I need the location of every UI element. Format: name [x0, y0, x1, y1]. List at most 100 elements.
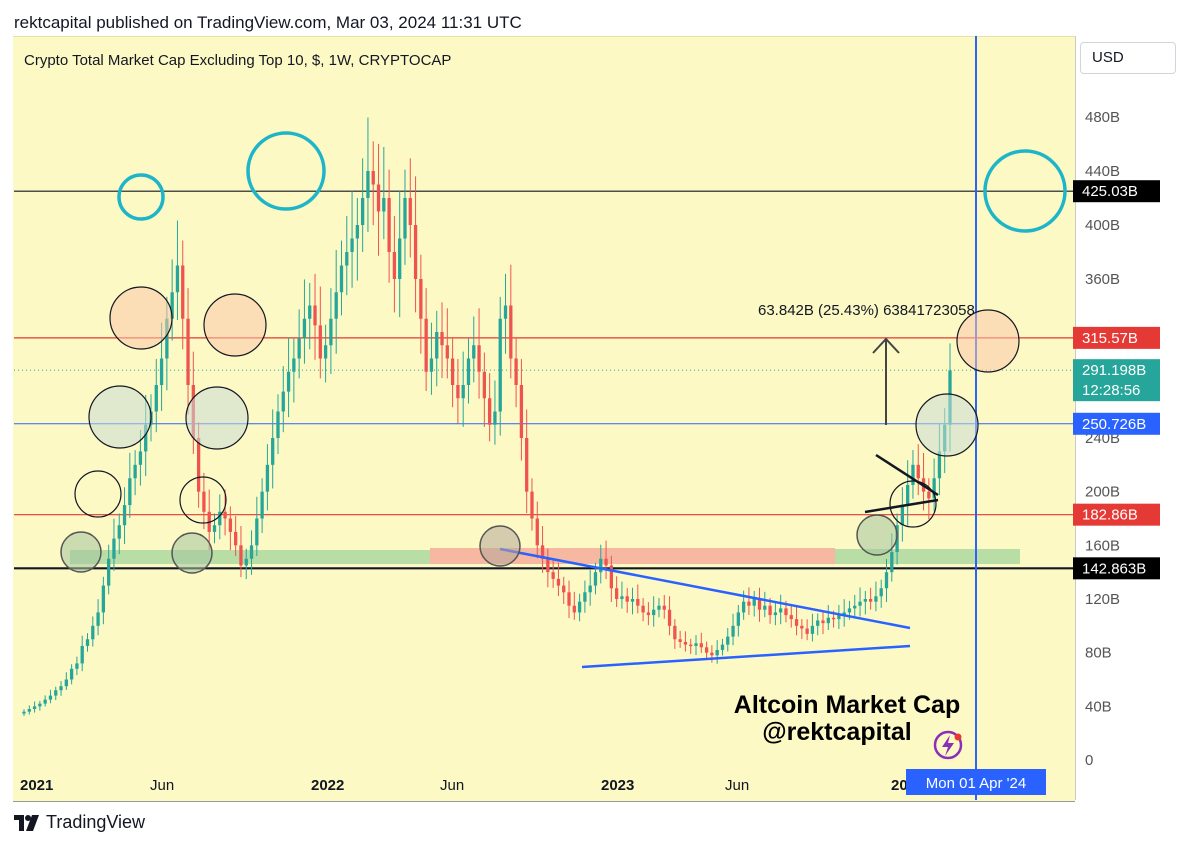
candle-body: [154, 385, 158, 412]
candle-body: [779, 608, 783, 613]
candle-body: [276, 411, 280, 438]
candle-body: [630, 599, 635, 602]
candle-body: [366, 171, 370, 198]
candle-body: [768, 605, 772, 616]
badge-182: 182.86B: [1082, 507, 1138, 524]
candle-body: [308, 305, 312, 319]
candle-body: [625, 596, 629, 602]
candle-body: [487, 398, 492, 425]
badge-142-bg: [1073, 557, 1160, 580]
candle-body: [757, 599, 762, 610]
circle-green-3: [856, 514, 898, 556]
candle-body: [641, 605, 645, 613]
pennant-lower-line: [864, 498, 939, 514]
candle-body: [234, 531, 238, 546]
crosshair-date-badge-bg: [906, 769, 1046, 795]
candle-body: [435, 332, 439, 359]
candle-body: [107, 558, 111, 586]
candle-body: [218, 511, 222, 526]
candle-body: [937, 451, 942, 479]
candle-body: [159, 358, 164, 385]
price-tick-label: 80B: [1085, 645, 1112, 662]
candle-body: [461, 385, 465, 399]
currency-selector[interactable]: USD: [1080, 42, 1176, 74]
candle-body: [763, 605, 767, 610]
candle-body: [212, 525, 217, 532]
candle-body: [255, 518, 259, 546]
candle-body: [43, 699, 47, 704]
candle-body: [440, 332, 444, 346]
footer-brand[interactable]: TradingView: [14, 812, 145, 833]
candle-body: [530, 491, 534, 519]
candle-body: [239, 545, 243, 566]
notification-dot-icon: [954, 733, 962, 741]
candle-body: [646, 612, 651, 616]
candle-body: [794, 619, 799, 626]
candle-body: [429, 358, 434, 372]
candle-body: [847, 608, 852, 613]
candle-body: [64, 679, 68, 687]
candle-body: [599, 558, 603, 573]
circle-green-2: [171, 532, 213, 574]
bolt-badge-icon: [933, 730, 963, 760]
candle-body: [403, 198, 407, 239]
candle-body: [525, 438, 529, 492]
candle-body: [514, 358, 518, 385]
price-tick-label: 200B: [1085, 484, 1120, 501]
time-axis-label: Jun: [150, 777, 174, 794]
candle-body: [704, 647, 709, 653]
candle-body: [387, 198, 391, 252]
candle-body: [620, 596, 624, 599]
candle-body: [694, 643, 698, 646]
candle-body: [419, 279, 423, 319]
candle-body: [831, 617, 836, 620]
badge-250-bg: [1073, 412, 1160, 435]
price-tick-label: 360B: [1085, 271, 1120, 288]
candle-body: [196, 438, 201, 492]
badge-315: 315.57B: [1082, 330, 1138, 347]
plot-layer: [14, 36, 1075, 800]
bolt-icon: [942, 735, 954, 756]
candle-body: [117, 525, 121, 539]
candle-body: [736, 612, 740, 626]
candle-body: [112, 538, 116, 559]
candle-body: [884, 572, 889, 589]
price-tick-label: 400B: [1085, 217, 1120, 234]
candle-body: [572, 605, 576, 613]
circle-orange-2: [203, 293, 267, 357]
candle-body: [450, 358, 455, 385]
candle-body: [38, 703, 42, 707]
candle-body: [604, 558, 608, 566]
wedge-upper-trendline: [499, 547, 911, 630]
candle-body: [731, 625, 735, 637]
candle-body: [715, 649, 719, 656]
candle-body: [297, 338, 301, 359]
candle-body: [265, 464, 270, 492]
candle-body: [175, 265, 180, 293]
publish-line: rektcapital published on TradingView.com…: [14, 13, 522, 32]
symbol-title: Crypto Total Market Cap Excluding Top 10…: [24, 52, 451, 69]
candle-body: [911, 464, 915, 485]
candle-body: [577, 601, 582, 613]
circle-grey-current: [915, 393, 979, 457]
candle-body: [789, 615, 793, 620]
candle-body: [683, 641, 688, 645]
circle-grey-1: [88, 385, 152, 449]
candle-body: [858, 601, 862, 606]
support-zone-right: [835, 549, 1020, 564]
candle-body: [842, 612, 846, 616]
candle-body: [223, 511, 227, 519]
circle-cyan-top-2: [246, 131, 326, 211]
candle-body: [503, 305, 508, 319]
candle-body: [509, 305, 513, 359]
candle-body: [932, 478, 936, 499]
candle-body: [773, 612, 778, 616]
candle-body: [614, 588, 619, 599]
candle-body: [540, 545, 545, 559]
price-tick-label: 120B: [1085, 591, 1120, 608]
wedge-lower-trendline: [581, 644, 911, 669]
watermark-title: Altcoin Market Cap: [734, 691, 960, 719]
badge-last-price: 291.198B: [1082, 362, 1146, 379]
candle-body: [466, 358, 471, 385]
measure-arrow-head: [872, 337, 900, 354]
